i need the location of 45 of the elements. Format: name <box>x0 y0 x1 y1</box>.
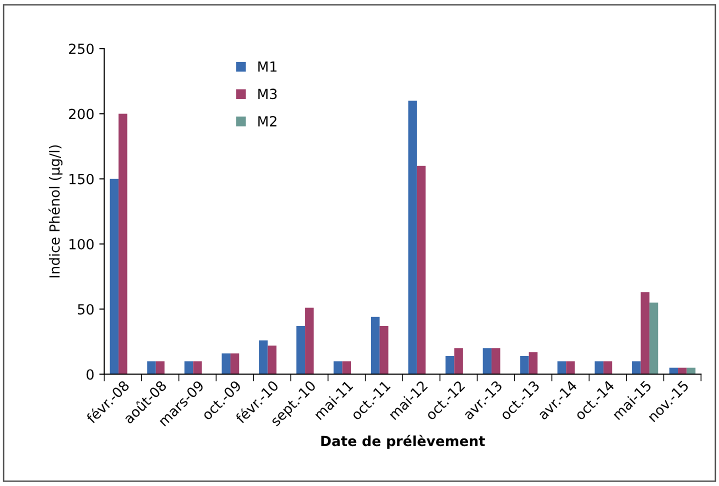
bar <box>230 353 240 374</box>
y-tick-label: 100 <box>70 238 94 250</box>
y-tick-label: 250 <box>69 44 94 54</box>
bar <box>156 361 165 374</box>
bar <box>603 361 612 374</box>
bar <box>594 361 604 374</box>
y-axis-title: Indice Phénol (µg/l) <box>48 145 62 278</box>
bar <box>492 348 500 374</box>
bar <box>649 302 658 374</box>
bar <box>380 326 388 374</box>
legend-label: M3 <box>258 88 277 100</box>
bar <box>184 361 194 374</box>
bar <box>193 361 202 374</box>
bar <box>334 361 342 374</box>
y-tick-label: 200 <box>69 108 94 120</box>
bar <box>557 361 566 374</box>
legend-label: M2 <box>258 116 276 126</box>
bar <box>268 346 276 374</box>
bar <box>222 353 230 374</box>
bar <box>147 361 156 374</box>
bar <box>416 166 426 374</box>
bar <box>370 316 380 374</box>
bar <box>305 308 314 374</box>
bar <box>669 368 678 374</box>
bar <box>259 340 268 374</box>
bar <box>640 292 650 374</box>
y-tick-label: 0 <box>86 369 94 380</box>
x-axis-title: Date de prélèvement <box>321 434 485 449</box>
bar <box>446 356 454 374</box>
y-tick-label: 50 <box>78 304 94 315</box>
y-tick-label: 150 <box>70 174 94 184</box>
bar <box>408 100 417 374</box>
bar <box>110 178 119 374</box>
bar <box>454 348 463 374</box>
bar <box>566 361 575 374</box>
legend-label: M1 <box>258 62 276 72</box>
bar <box>528 352 538 374</box>
bar <box>632 361 641 374</box>
bar <box>118 114 128 374</box>
bar <box>520 356 529 374</box>
bar <box>296 326 306 374</box>
bar <box>342 361 352 374</box>
bar <box>482 348 492 374</box>
bar <box>686 368 696 374</box>
bar <box>678 368 687 374</box>
